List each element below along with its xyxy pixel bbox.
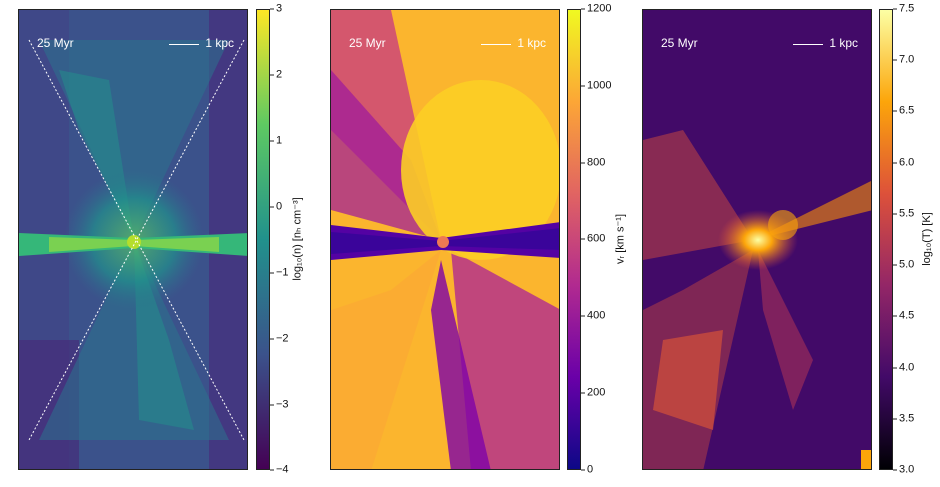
cbar-tick: 1000 [580, 79, 612, 92]
density-map [19, 10, 247, 469]
cbar-tick: 4.0 [892, 361, 915, 374]
cbar-tick: 3 [269, 2, 283, 15]
density-colorbar [256, 9, 270, 470]
scale-label: 1 kpc [205, 36, 234, 50]
density-panel: 25 Myr 1 kpc [18, 9, 248, 470]
cbar-tick: −4 [270, 463, 289, 476]
cbar-tick: 0 [580, 463, 594, 476]
cbar-tick: 600 [580, 232, 606, 245]
cbar-tick: 3.0 [892, 463, 915, 476]
cbar-tick: 4.5 [892, 309, 915, 322]
time-label: 25 Myr [661, 36, 698, 50]
scale-bar [481, 44, 511, 45]
cbar-tick: −1 [270, 266, 289, 279]
cbar-tick: 2 [269, 68, 283, 81]
time-label: 25 Myr [349, 36, 386, 50]
cbar-tick: 0 [269, 200, 283, 213]
velocity-colorbar-ticks: 1200 1000 800 600 400 200 0 [580, 3, 627, 475]
cbar-tick: 1200 [580, 2, 612, 15]
cbar-tick: 6.5 [892, 104, 915, 117]
cbar-tick: −3 [270, 398, 289, 411]
cbar-tick: 7.0 [892, 53, 915, 66]
cbar-tick: 6.0 [892, 156, 915, 169]
cbar-tick: 5.5 [892, 207, 915, 220]
cbar-tick: 400 [580, 309, 606, 322]
cbar-tick: 5.0 [892, 258, 915, 271]
temperature-colorbar [879, 9, 893, 470]
time-label: 25 Myr [37, 36, 74, 50]
velocity-colorbar [567, 9, 581, 470]
scale-bar [169, 44, 199, 45]
scale-bar [793, 44, 823, 45]
scale-label: 1 kpc [517, 36, 546, 50]
temperature-map [643, 10, 871, 469]
cbar-tick: 800 [580, 156, 606, 169]
velocity-map [331, 10, 559, 469]
density-colorbar-ticks: 3 2 1 0 −1 −2 −3 −4 [269, 3, 316, 475]
cbar-tick: 1 [269, 134, 283, 147]
temperature-colorbar-label: log₁₀(T) [K] [921, 212, 933, 266]
cbar-tick: −2 [270, 332, 289, 345]
temperature-panel: 25 Myr 1 kpc [642, 9, 872, 470]
cbar-tick: 3.5 [892, 412, 915, 425]
density-colorbar-label: log₁₀(n) [nₕ cm⁻³] [291, 197, 304, 281]
velocity-colorbar-label: vᵣ [km s⁻¹] [614, 214, 627, 264]
temperature-colorbar-ticks: 7.5 7.0 6.5 6.0 5.5 5.0 4.5 4.0 3.5 3.0 [892, 3, 939, 475]
cbar-tick: 200 [580, 386, 606, 399]
scale-label: 1 kpc [829, 36, 858, 50]
velocity-panel: 25 Myr 1 kpc [330, 9, 560, 470]
cbar-tick: 7.5 [892, 2, 915, 15]
